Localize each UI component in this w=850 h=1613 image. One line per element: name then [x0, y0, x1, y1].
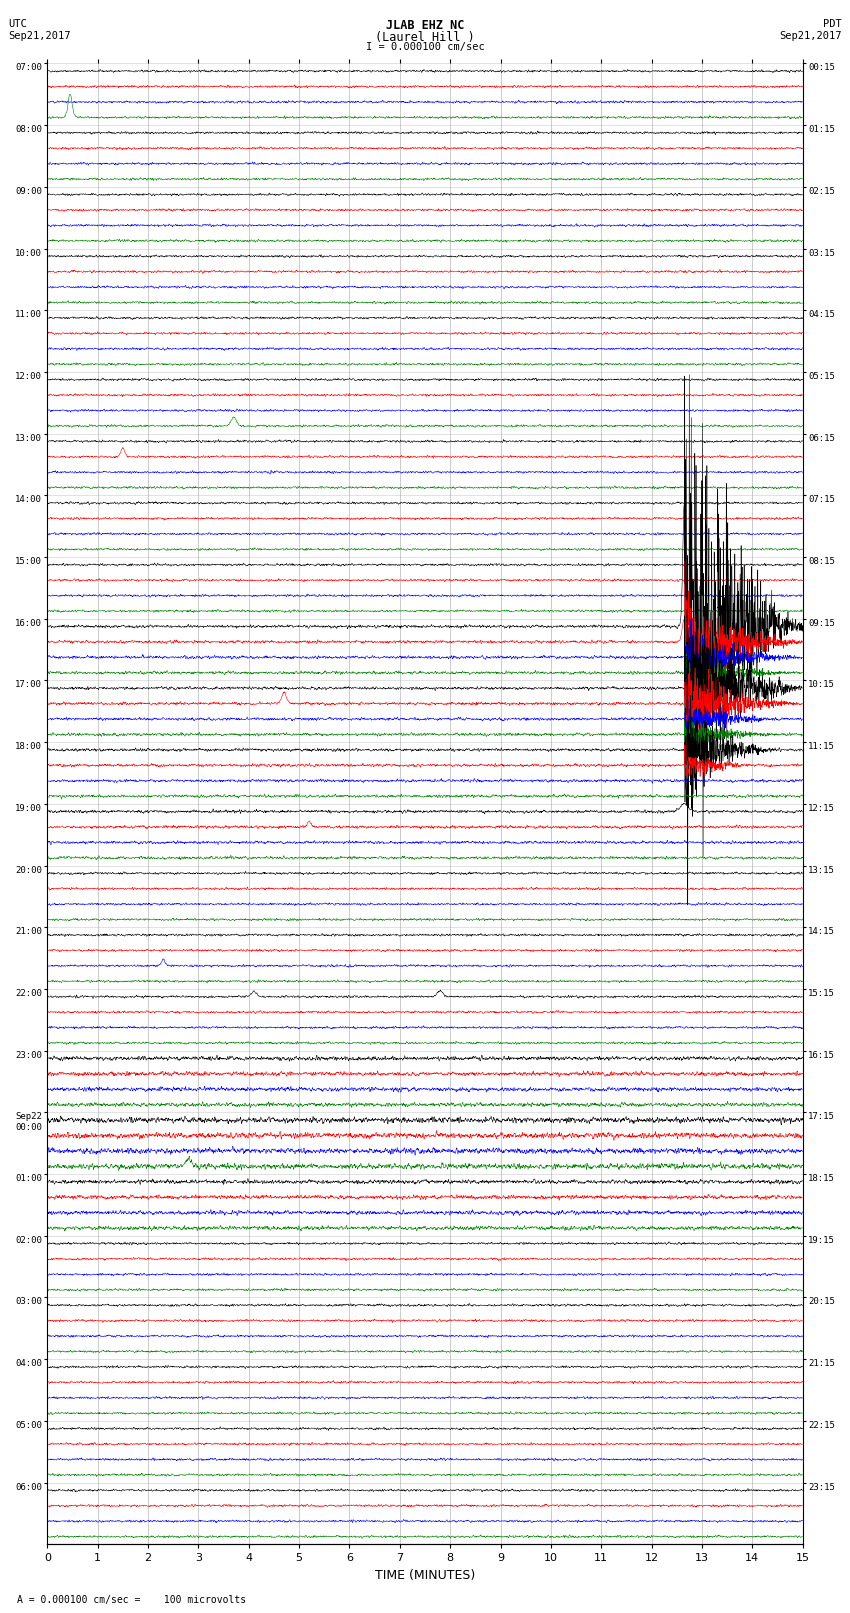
Text: UTC: UTC	[8, 19, 27, 29]
Text: Sep21,2017: Sep21,2017	[8, 31, 71, 40]
Text: Sep21,2017: Sep21,2017	[779, 31, 842, 40]
Text: (Laurel Hill ): (Laurel Hill )	[375, 31, 475, 44]
Text: I = 0.000100 cm/sec: I = 0.000100 cm/sec	[366, 42, 484, 52]
X-axis label: TIME (MINUTES): TIME (MINUTES)	[375, 1569, 475, 1582]
Text: JLAB EHZ NC: JLAB EHZ NC	[386, 19, 464, 32]
Text: A = 0.000100 cm/sec =    100 microvolts: A = 0.000100 cm/sec = 100 microvolts	[17, 1595, 246, 1605]
Text: PDT: PDT	[823, 19, 842, 29]
